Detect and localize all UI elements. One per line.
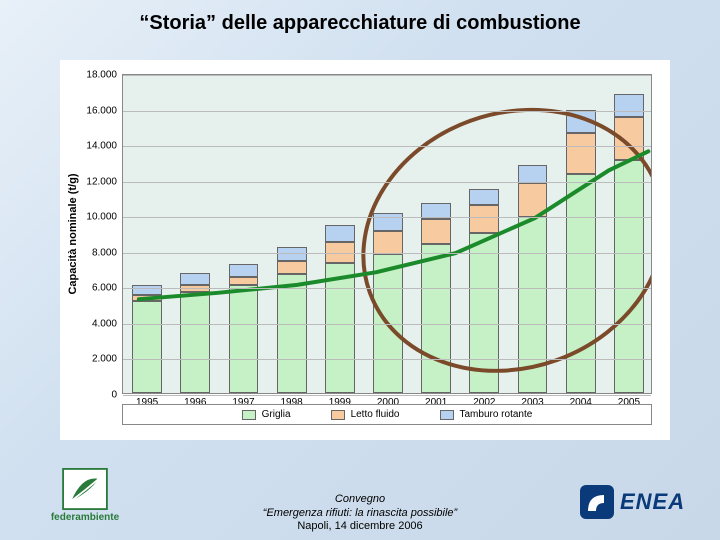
legend: Griglia Letto fluido Tamburo rotante xyxy=(122,404,652,425)
y-tick-label: 18.000 xyxy=(86,70,117,81)
gridline xyxy=(123,182,651,183)
legend-item: Letto fluido xyxy=(331,409,400,420)
footer: Convegno “Emergenza rifiuti: la rinascit… xyxy=(0,493,720,534)
bar-segment-griglia xyxy=(421,244,451,393)
bar-segment-griglia xyxy=(180,292,210,393)
bar-segment-tamburo xyxy=(132,285,162,296)
footer-line-3: Napoli, 14 dicembre 2006 xyxy=(0,520,720,534)
bar-segment-tamburo xyxy=(277,247,307,261)
y-tick-label: 6.000 xyxy=(92,283,117,294)
gridline xyxy=(123,288,651,289)
y-tick-label: 4.000 xyxy=(92,318,117,329)
y-tick-label: 0 xyxy=(111,390,117,401)
bar-segment-letto xyxy=(373,231,403,254)
legend-swatch xyxy=(331,410,345,420)
bar-segment-griglia xyxy=(277,274,307,393)
gridline xyxy=(123,253,651,254)
bar-segment-griglia xyxy=(518,217,548,393)
footer-line-2: “Emergenza rifiuti: la rinascita possibi… xyxy=(0,507,720,521)
y-tick-label: 12.000 xyxy=(86,176,117,187)
y-tick-label: 16.000 xyxy=(86,105,117,116)
bar-segment-griglia xyxy=(132,301,162,393)
gridline xyxy=(123,146,651,147)
bar-segment-griglia xyxy=(614,160,644,393)
legend-swatch xyxy=(242,410,256,420)
legend-label: Griglia xyxy=(262,409,291,420)
legend-item: Griglia xyxy=(242,409,291,420)
bar-segment-tamburo xyxy=(180,273,210,285)
bar-segment-tamburo xyxy=(229,264,259,277)
bar-segment-tamburo xyxy=(469,189,499,205)
bar-segment-letto xyxy=(614,117,644,160)
y-tick-label: 2.000 xyxy=(92,354,117,365)
bar-segment-letto xyxy=(277,261,307,273)
bars-layer xyxy=(123,75,651,393)
y-axis-label: Capacità nominale (t/g) xyxy=(67,173,79,294)
bar-segment-letto xyxy=(421,219,451,244)
y-tick-label: 14.000 xyxy=(86,141,117,152)
gridline xyxy=(123,359,651,360)
bar-segment-letto xyxy=(518,183,548,217)
bar-segment-griglia xyxy=(469,233,499,393)
bar-segment-letto xyxy=(229,277,259,284)
plot-area: Capacità nominale (t/g) 02.0004.0006.000… xyxy=(122,74,652,394)
gridline xyxy=(123,395,651,396)
y-tick-label: 8.000 xyxy=(92,247,117,258)
slide-title: “Storia” delle apparecchiature di combus… xyxy=(0,0,720,39)
legend-item: Tamburo rotante xyxy=(440,409,533,420)
bar-segment-tamburo xyxy=(566,110,596,133)
legend-label: Tamburo rotante xyxy=(460,409,533,420)
legend-label: Letto fluido xyxy=(351,409,400,420)
legend-swatch xyxy=(440,410,454,420)
bar-segment-letto xyxy=(132,295,162,300)
gridline xyxy=(123,75,651,76)
bar-segment-griglia xyxy=(229,285,259,393)
footer-line-1: Convegno xyxy=(0,493,720,507)
y-tick-label: 10.000 xyxy=(86,212,117,223)
bar-segment-letto xyxy=(566,133,596,174)
bar-segment-tamburo xyxy=(614,94,644,117)
gridline xyxy=(123,111,651,112)
gridline xyxy=(123,217,651,218)
chart-container: Capacità nominale (t/g) 0 2.000 4.000 6.000… xyxy=(60,60,670,440)
bar-segment-tamburo xyxy=(325,225,355,242)
bar-segment-griglia xyxy=(325,263,355,393)
bar-segment-tamburo xyxy=(373,213,403,231)
bar-segment-tamburo xyxy=(518,165,548,183)
gridline xyxy=(123,324,651,325)
bar-segment-letto xyxy=(469,205,499,233)
